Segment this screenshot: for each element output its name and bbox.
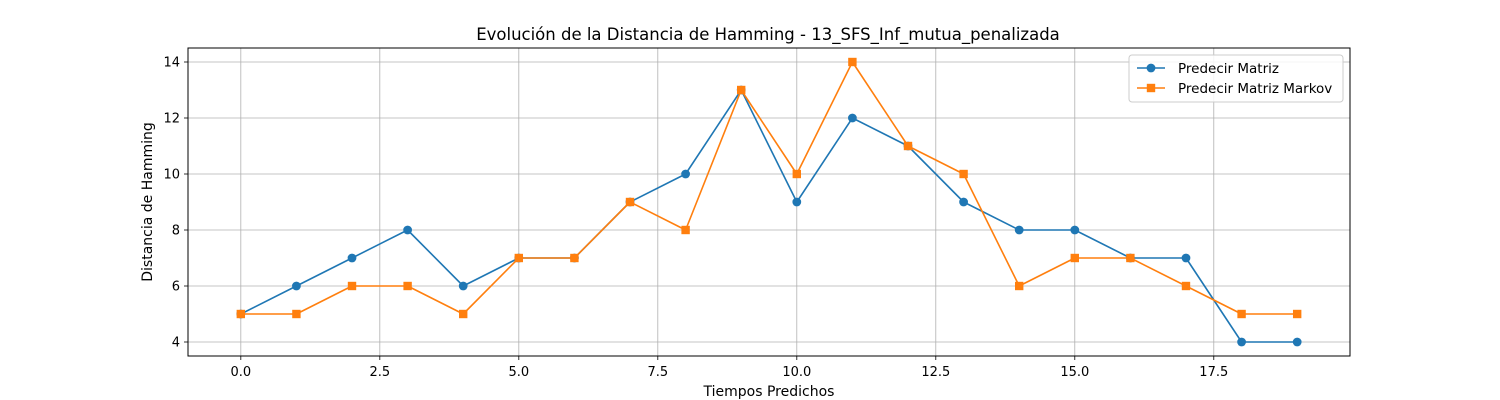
series-2-point (625, 197, 635, 207)
series-2-point (959, 169, 968, 179)
series-1-point (847, 113, 857, 123)
x-tick-label: 7.5 (647, 365, 668, 380)
legend: Predecir Matriz Predecir Matriz Markov (1128, 54, 1344, 103)
x-tick-label: 15.0 (1060, 365, 1089, 380)
legend-marker-2 (1146, 83, 1156, 93)
x-tick-label: 5.0 (508, 365, 529, 380)
series-1-point (1181, 253, 1191, 263)
series-2-point (792, 169, 801, 179)
series-1-point (1014, 225, 1024, 235)
legend-marker-1 (1146, 63, 1156, 73)
series-line-1 (240, 89, 1298, 343)
y-tick-label: 12 (163, 112, 180, 127)
series-2-point (514, 253, 524, 263)
y-tick-label: 4 (172, 336, 180, 351)
series-2-point (292, 309, 301, 319)
series-2-point (570, 253, 579, 263)
series-1-point (792, 197, 802, 207)
series-2-point (1070, 253, 1079, 263)
axis-ticks: 0.0 2.5 5.0 7.5 10.0 12.5 15.0 17.5 4 6 8 10 12 14 (163, 56, 1228, 381)
series-1-point (458, 281, 468, 291)
series-2-point (347, 281, 357, 291)
series-2-point (1014, 281, 1024, 291)
x-tick-label: 17.5 (1199, 365, 1228, 380)
series-1-point (403, 225, 413, 235)
series-2-point (1126, 253, 1135, 263)
x-tick-label: 10.0 (782, 365, 811, 380)
series-2-point (737, 85, 746, 95)
series-1-point (681, 169, 691, 179)
series-2-point (848, 57, 857, 67)
series-2-point (1237, 309, 1246, 319)
series-2-point (236, 309, 246, 319)
series-1-point (292, 281, 301, 291)
plot-series (236, 57, 1302, 347)
legend-label-1: Predecir Matriz (1178, 61, 1279, 77)
legend-label-2: Predecir Matriz Markov (1178, 81, 1332, 97)
series-2-point (459, 309, 468, 319)
series-1-point (1292, 337, 1302, 347)
x-tick-label: 12.5 (921, 365, 950, 380)
y-tick-label: 10 (163, 168, 180, 183)
series-1-point (347, 253, 357, 263)
series-2-point (1292, 309, 1302, 319)
series-line-2 (240, 61, 1298, 315)
chart-title: Evolución de la Distancia de Hamming - 1… (476, 25, 1060, 45)
series-2-point (681, 225, 690, 235)
y-tick-label: 8 (172, 224, 180, 239)
y-axis-label: Distancia de Hamming (140, 122, 156, 282)
x-axis-label: Tiempos Predichos (703, 384, 835, 400)
series-1-point (959, 197, 968, 207)
series-1-point (1237, 337, 1246, 347)
y-tick-label: 14 (163, 56, 180, 71)
series-2-point (903, 141, 913, 151)
series-1-point (1070, 225, 1080, 235)
plot-frame (187, 47, 1351, 357)
series-2-point (403, 281, 412, 291)
legend-box (1128, 54, 1344, 103)
x-tick-label: 0.0 (230, 365, 251, 380)
x-tick-label: 2.5 (369, 365, 390, 380)
series-2-point (1181, 281, 1191, 291)
y-tick-label: 6 (172, 280, 180, 295)
